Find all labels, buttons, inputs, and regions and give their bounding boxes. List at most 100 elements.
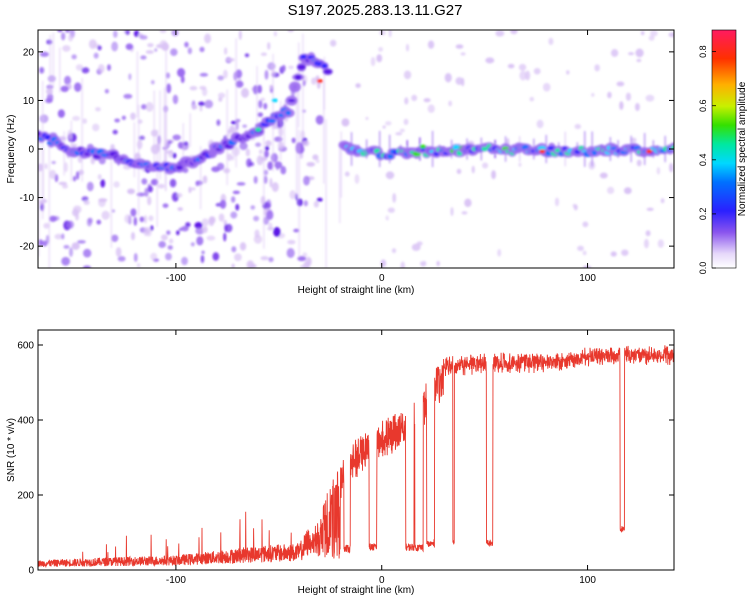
spectral-noise-blob	[302, 140, 310, 147]
spectral-noise-blob	[176, 67, 186, 78]
spectral-noise-blob	[147, 185, 153, 193]
spectral-noise-blob	[196, 236, 204, 246]
spectral-noise-blob	[411, 243, 421, 251]
spectral-noise-blob	[471, 165, 475, 174]
spectral-noise-blob	[123, 93, 133, 99]
spectral-noise-blob	[255, 142, 262, 147]
spectral-noise-blob	[420, 260, 427, 267]
spectral-streak	[279, 100, 282, 161]
spectral-noise-blob	[405, 43, 409, 52]
spectral-noise-blob	[293, 228, 300, 233]
top-y-tick-label: 0	[28, 145, 34, 156]
spectral-noise-blob	[180, 75, 185, 84]
spectral-noise-blob	[455, 77, 464, 85]
spectral-noise-blob	[619, 101, 624, 110]
spectral-noise-blob	[93, 52, 99, 59]
spectral-noise-blob	[202, 226, 208, 234]
spectral-noise-blob	[39, 114, 49, 124]
spectral-noise-blob	[616, 81, 625, 87]
spectral-noise-blob	[341, 118, 350, 127]
spectral-streak	[325, 119, 327, 268]
spectral-noise-blob	[223, 219, 228, 226]
spectral-noise-blob	[181, 225, 189, 232]
spectral-noise-blob	[201, 218, 209, 227]
spectral-streak	[153, 90, 155, 164]
spectral-noise-blob	[391, 248, 397, 254]
spectral-noise-blob	[527, 257, 532, 264]
spectral-noise-blob	[312, 154, 319, 161]
spectral-streak	[110, 148, 113, 248]
spectral-noise-blob	[497, 249, 502, 257]
spectral-noise-blob	[485, 57, 495, 64]
spectral-noise-blob	[239, 242, 247, 251]
spectral-noise-blob	[236, 182, 246, 186]
spectral-noise-blob	[216, 162, 225, 171]
spectral-noise-blob	[621, 249, 629, 256]
bottom-x-tick-label: -100	[166, 575, 186, 586]
spectral-noise-blob	[75, 64, 84, 71]
spectral-noise-blob	[306, 161, 316, 167]
spectral-noise-blob	[286, 247, 295, 258]
spectral-noise-blob	[217, 92, 226, 99]
spectral-noise-blob	[216, 119, 221, 126]
spectral-noise-blob	[521, 180, 525, 187]
spectral-noise-blob	[195, 227, 205, 235]
spectral-noise-blob	[161, 234, 168, 241]
spectral-noise-blob	[257, 84, 262, 94]
spectral-noise-blob	[95, 107, 101, 112]
spectral-noise-blob	[273, 31, 278, 37]
spectral-noise-blob	[86, 217, 92, 227]
snr-panel: -100 0 100 0 200 400 600 Height of straight l…	[6, 329, 675, 596]
spectral-streak	[235, 38, 237, 168]
spectral-noise-blob	[189, 86, 198, 91]
spectral-noise-blob	[136, 263, 141, 268]
spectral-noise-blob	[158, 241, 166, 248]
spectral-noise-blob	[518, 63, 527, 71]
spectral-noise-blob	[607, 91, 612, 99]
spectral-hot-spot	[316, 79, 323, 83]
spectral-noise-blob	[58, 181, 68, 186]
spectral-noise-blob	[518, 162, 522, 167]
spectral-streak	[302, 33, 304, 145]
spectral-noise-blob	[81, 196, 89, 202]
spectral-noise-blob	[130, 208, 137, 217]
spectral-noise-blob	[88, 39, 97, 50]
spectral-noise-blob	[61, 233, 65, 240]
spectral-noise-blob	[636, 58, 642, 63]
spectral-noise-blob	[71, 242, 80, 250]
spectral-noise-blob	[61, 32, 66, 41]
spectral-noise-blob	[144, 187, 149, 198]
spectral-streak	[38, 140, 40, 257]
snr-series-line	[38, 345, 674, 569]
spectral-noise-blob	[269, 84, 273, 90]
spectral-noise-blob	[176, 193, 183, 198]
spectral-hot-spot	[300, 54, 307, 59]
spectral-noise-blob	[81, 67, 90, 74]
spectral-noise-blob	[610, 49, 619, 57]
top-x-tick-label: -100	[166, 273, 186, 284]
spectral-noise-blob	[589, 234, 598, 241]
spectral-noise-blob	[270, 153, 278, 163]
spectral-noise-blob	[460, 52, 466, 56]
spectral-noise-blob	[599, 172, 608, 179]
spectral-noise-blob	[248, 161, 255, 167]
spectral-noise-blob	[63, 245, 70, 249]
spectral-noise-blob	[226, 153, 232, 161]
spectral-noise-blob	[302, 252, 308, 258]
spectral-noise-blob	[190, 242, 195, 247]
top-x-axis-label: Height of straight line (km)	[298, 285, 415, 296]
spectral-noise-blob	[82, 248, 92, 258]
spectral-noise-blob	[139, 216, 145, 223]
spectral-noise-blob	[218, 97, 223, 102]
spectral-noise-blob	[143, 226, 149, 237]
spectral-noise-blob	[274, 161, 283, 169]
spectral-noise-blob	[657, 239, 664, 248]
spectral-noise-blob	[455, 44, 464, 49]
spectral-noise-blob	[182, 141, 189, 146]
spectral-noise-blob	[75, 171, 80, 180]
spectral-noise-blob	[461, 211, 468, 215]
spectral-noise-blob	[127, 188, 136, 195]
spectral-noise-blob	[591, 92, 595, 97]
spectral-noise-blob	[378, 46, 384, 52]
spectral-noise-blob	[165, 252, 172, 261]
